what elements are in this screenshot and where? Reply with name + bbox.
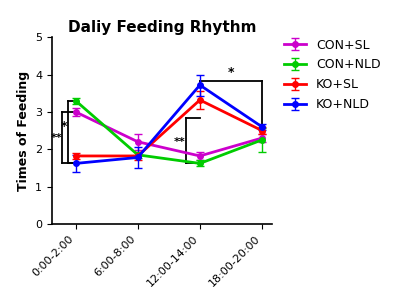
Text: *: * [228, 67, 234, 79]
Title: Daliy Feeding Rhythm: Daliy Feeding Rhythm [68, 20, 256, 35]
Text: **: ** [51, 133, 63, 143]
Text: **: ** [174, 137, 186, 147]
Text: *: * [61, 120, 67, 133]
Y-axis label: Times of Feeding: Times of Feeding [16, 71, 30, 191]
Legend: CON+SL, CON+NLD, KO+SL, KO+NLD: CON+SL, CON+NLD, KO+SL, KO+NLD [279, 34, 386, 116]
